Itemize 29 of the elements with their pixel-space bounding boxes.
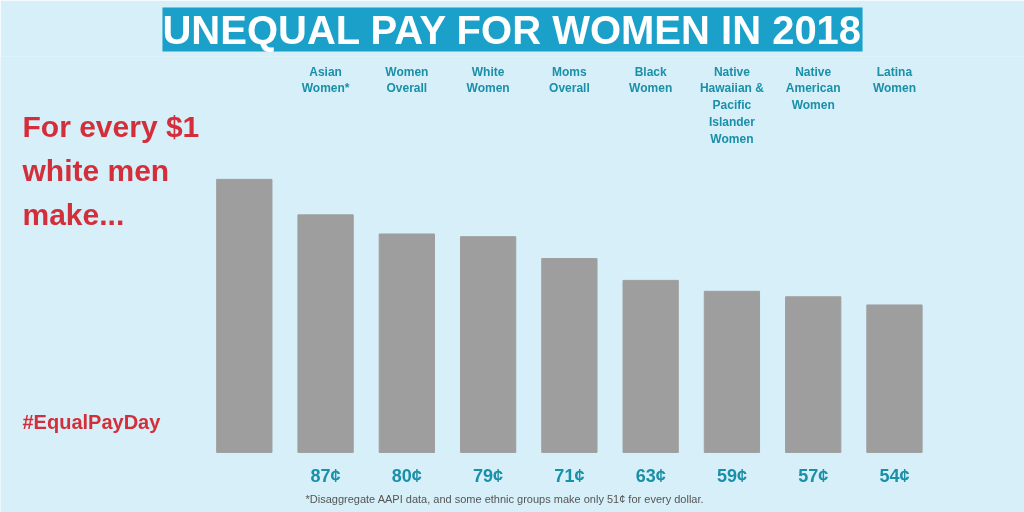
x-tick-label: Black Women [629, 64, 673, 96]
bar [703, 290, 761, 453]
x-tick-label: Moms Overall [549, 64, 590, 96]
data-label: 63¢ [635, 466, 666, 487]
bar [541, 258, 598, 453]
text: *Disaggregate AAPI data, and some ethnic groups make only 51¢ for every dollar. [305, 492, 704, 505]
bar [216, 178, 273, 453]
chart-subtitle: For every $1 white men make... [21, 109, 200, 231]
x-tick-label: Women Overall [385, 64, 429, 96]
data-label: 71¢ [554, 466, 585, 487]
x-tick-label: White Women [466, 64, 510, 96]
data-label: 87¢ [310, 466, 341, 487]
x-tick-label: Native American Women [785, 64, 841, 113]
x-tick-label: Asian Women* [301, 64, 350, 96]
bar [378, 233, 435, 453]
bar [785, 296, 842, 453]
chart-title: UNEQUAL PAY FOR WOMEN IN 2018 [162, 7, 862, 52]
bar [866, 304, 923, 453]
x-tick-label: Native Hawaiian & Pacific Islander Women [699, 64, 765, 146]
data-label: 59¢ [716, 466, 747, 487]
x-tick-label: Latina Women [872, 64, 917, 96]
bar [622, 279, 679, 453]
bar [459, 236, 517, 453]
bar [297, 214, 354, 453]
text: #EqualPayDay [22, 410, 162, 433]
data-label: 54¢ [879, 466, 910, 487]
data-label: 79¢ [473, 466, 504, 487]
data-label: 80¢ [391, 466, 422, 487]
data-label: 57¢ [798, 466, 829, 487]
